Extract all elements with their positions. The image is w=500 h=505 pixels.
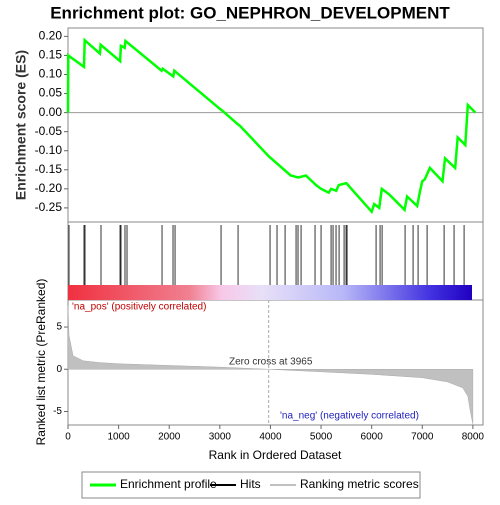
y2-tick-label: -5 <box>53 406 62 417</box>
y-tick-label: -0.10 <box>35 143 63 157</box>
x-tick-label: 2000 <box>158 432 181 443</box>
y-tick-label: -0.25 <box>35 200 63 214</box>
legend-label: Enrichment profile <box>120 477 217 491</box>
x-tick-label: 7000 <box>411 432 434 443</box>
y-tick-label: 0.05 <box>39 86 63 100</box>
legend <box>81 471 421 499</box>
y2-tick-label: 5 <box>56 322 62 333</box>
y-tick-label: 0.00 <box>39 105 63 119</box>
y-tick-label: 0.20 <box>39 29 63 43</box>
x-tick-label: 5000 <box>310 432 333 443</box>
annotation: 'na_neg' (negatively correlated) <box>280 411 419 422</box>
x-tick-label: 8000 <box>462 432 485 443</box>
x-tick-label: 4000 <box>259 432 282 443</box>
y2-tick-label: 0 <box>56 364 62 375</box>
y-axis-label: Enrichment score (ES) <box>13 50 29 200</box>
enrichment-line <box>66 37 477 215</box>
y2-axis-label: Ranked list metric (PreRanked) <box>34 279 48 446</box>
ranking-metric-area <box>67 305 474 425</box>
y-tick-label: 0.15 <box>39 48 63 62</box>
x-axis-label: Rank in Ordered Dataset <box>209 448 342 462</box>
y-tick-label: 0.10 <box>39 67 63 81</box>
annotation: 'na_pos' (positively correlated) <box>72 302 206 313</box>
y-tick-label: -0.15 <box>35 162 63 176</box>
x-tick-label: 3000 <box>209 432 232 443</box>
x-tick-label: 0 <box>65 432 71 443</box>
chart-title: Enrichment plot: GO_NEPHRON_DEVELOPMENT <box>50 3 450 22</box>
y-tick-label: -0.20 <box>35 181 63 195</box>
plot-frame <box>67 27 484 426</box>
legend-label: Ranking metric scores <box>300 477 419 491</box>
color-bar <box>68 285 472 300</box>
legend-label: Hits <box>240 477 261 491</box>
y-tick-label: -0.05 <box>35 124 63 138</box>
annotation: Zero cross at 3965 <box>229 357 313 368</box>
x-tick-label: 6000 <box>361 432 384 443</box>
x-tick-label: 1000 <box>107 432 130 443</box>
